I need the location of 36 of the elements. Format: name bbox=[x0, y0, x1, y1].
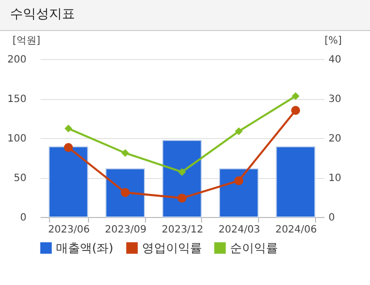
point bbox=[292, 92, 300, 100]
point bbox=[121, 149, 130, 157]
y-tick-label: 100 bbox=[7, 134, 26, 144]
y-axis-title: [억원] bbox=[12, 36, 40, 46]
y-tick-label: 150 bbox=[7, 94, 26, 105]
chart-title: 수익성지표 bbox=[0, 0, 370, 31]
point bbox=[120, 188, 130, 197]
bar bbox=[162, 140, 202, 218]
y2-tick-label: 40 bbox=[328, 54, 342, 66]
point bbox=[234, 176, 244, 186]
y2-tick-label: 20 bbox=[328, 134, 342, 144]
point bbox=[178, 168, 186, 176]
y2-tick-label: 10 bbox=[328, 173, 342, 184]
y-tick-label: 0 bbox=[20, 212, 26, 224]
x-tick-label: 2024/06 bbox=[275, 224, 317, 236]
x-tick-label: 2023/06 bbox=[48, 224, 90, 236]
y2-tick-label: 0 bbox=[328, 212, 335, 224]
y2-tick-label: 30 bbox=[328, 94, 342, 105]
point bbox=[64, 124, 72, 132]
x-tick-label: 2024/03 bbox=[218, 224, 260, 236]
y-tick-label: 50 bbox=[14, 173, 26, 184]
legend-label: 매출액(좌) bbox=[56, 241, 114, 255]
bar bbox=[276, 146, 316, 218]
bar bbox=[48, 146, 88, 218]
legend-label: 순이익률 bbox=[230, 241, 278, 255]
legend-label: 영업이익률 bbox=[142, 241, 202, 255]
point bbox=[64, 143, 73, 152]
point bbox=[291, 106, 300, 115]
x-tick-label: 2023/12 bbox=[162, 224, 204, 236]
bar bbox=[105, 168, 146, 218]
y2-axis-title: [%] bbox=[324, 36, 342, 46]
bar bbox=[218, 168, 259, 218]
point bbox=[178, 194, 186, 203]
x-tick-label: 2023/09 bbox=[104, 224, 146, 236]
point bbox=[234, 127, 243, 136]
y-tick-label: 200 bbox=[7, 54, 26, 66]
